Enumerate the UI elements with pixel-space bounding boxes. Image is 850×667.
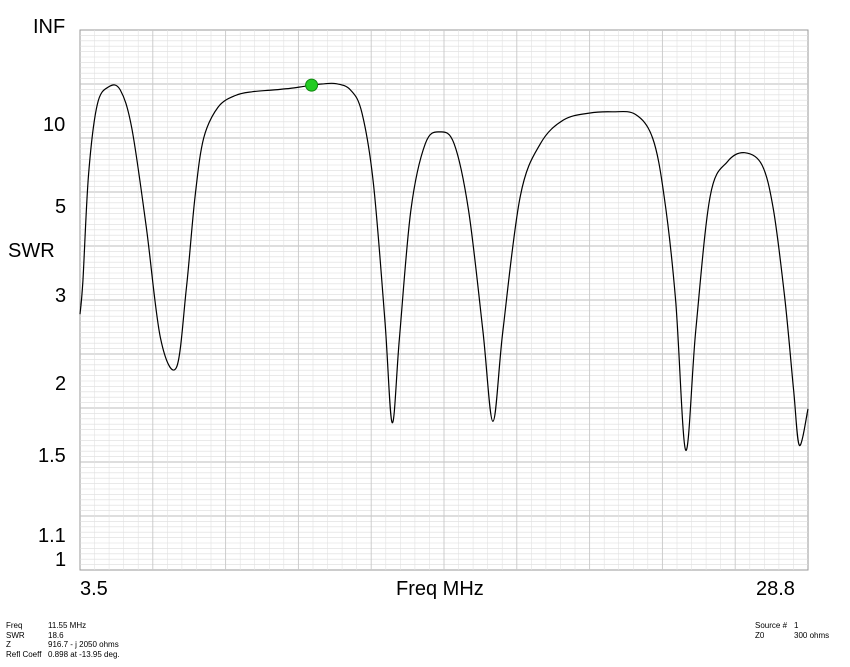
readout-key: Z (6, 640, 11, 649)
readout-key: SWR (6, 630, 25, 640)
readout-key: Refl Coeff (6, 649, 42, 659)
readout-value: 1 (794, 621, 799, 630)
readout-value: 11.55 MHz (48, 621, 87, 630)
y-tick-label-3: 3 (55, 285, 67, 307)
readout-value: 18.6 (48, 630, 64, 640)
y-tick-label-1: 1 (55, 549, 67, 571)
frequency-marker[interactable] (305, 78, 319, 92)
readout-row-swr: SWR 18.6 (6, 631, 120, 641)
readout-right: Source # 1 Z0 300 ohms (755, 621, 829, 640)
readout-row-z: Z 916.7 - j 2050 ohms (6, 640, 120, 650)
y-tick-label-1.1: 1.1 (38, 525, 66, 547)
swr-curve (79, 82, 809, 451)
readout-value: 916.7 - j 2050 ohms (48, 640, 119, 649)
y-tick-label-1.5: 1.5 (38, 445, 66, 467)
readout-value: 300 ohms (794, 630, 830, 640)
x-axis-title: Freq MHz (396, 578, 484, 600)
readout-key: Source # (755, 621, 788, 630)
y-tick-label-5: 5 (55, 196, 67, 218)
readout-key: Freq (6, 621, 23, 630)
readout-left: Freq 11.55 MHz SWR 18.6 Z 916.7 - j 2050 oh… (6, 621, 120, 659)
vertical-gridlines (94, 30, 794, 570)
y-tick-label-2: 2 (55, 373, 67, 395)
x-tick-label-end: 28.8 (756, 578, 795, 600)
readout-row-refl: Refl Coeff 0.898 at -13.95 deg. (6, 650, 120, 660)
x-tick-label-start: 3.5 (80, 578, 108, 600)
readout-value: 0.898 at -13.95 deg. (48, 649, 120, 659)
readout-row-z0: Z0 300 ohms (755, 631, 829, 641)
y-axis-title: SWR (8, 240, 55, 262)
y-tick-label-10: 10 (43, 114, 66, 136)
readout-key: Z0 (755, 630, 765, 640)
readout-row-freq: Freq 11.55 MHz (6, 621, 120, 631)
y-tick-label-inf: INF (33, 16, 66, 38)
readout-row-source: Source # 1 (755, 621, 829, 631)
